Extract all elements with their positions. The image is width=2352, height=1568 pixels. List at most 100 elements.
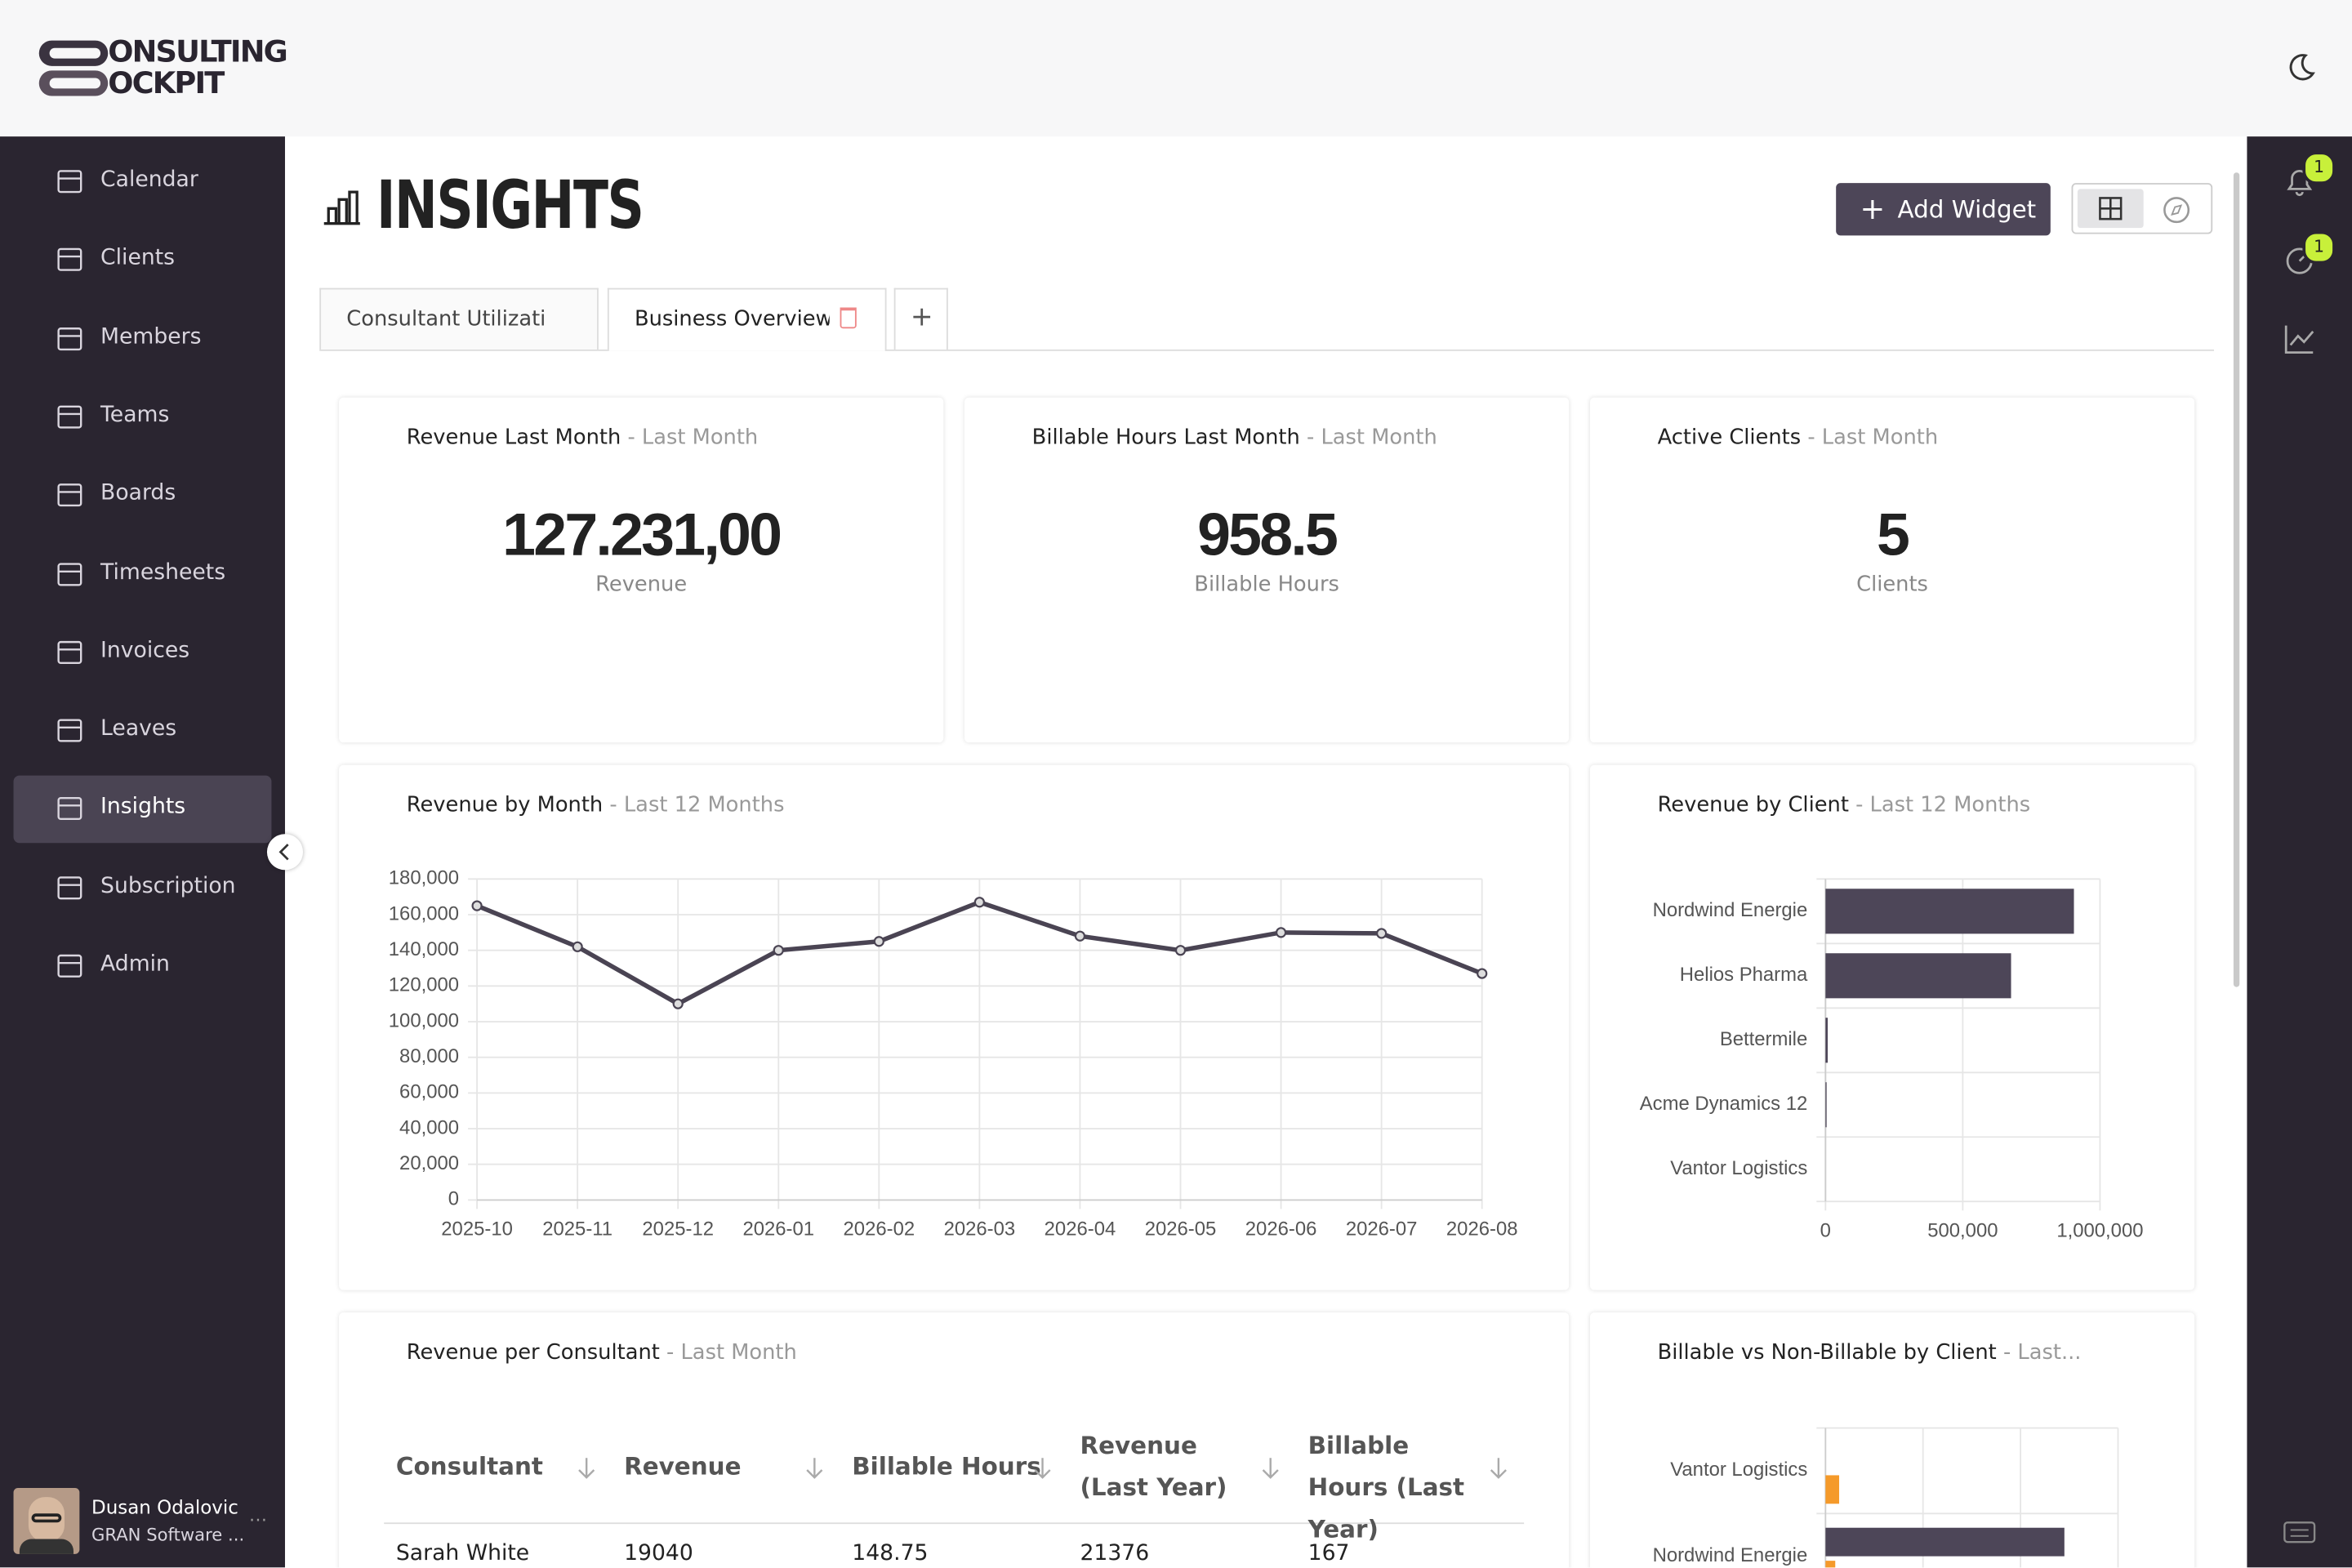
subtitle: - Last Month [666,1341,797,1365]
point [873,936,884,947]
x-tick-label: 2026-04 [1045,1218,1116,1240]
table-cell: Sarah White [395,1542,530,1566]
kpi-title: Revenue Last Month - Last Month [407,426,758,450]
analytics-icon[interactable] [2283,323,2316,355]
y-tick-label: Nordwind Energie [1653,1544,1808,1566]
nav-item[interactable]: Timesheets [14,541,272,608]
kpi-title: Active Clients - Last Month [1658,426,1939,450]
decoration [2100,198,2122,220]
scrollbar[interactable] [2233,172,2240,987]
decoration [2171,204,2183,216]
bar [1825,889,2074,934]
nav-item[interactable]: Boards [14,462,272,530]
decoration [1490,1458,1507,1479]
user-menu[interactable]: ⋯ [248,1508,267,1530]
chart-card: Revenue by Month - Last 12 Months 0 20,00… [339,764,1570,1290]
nav-item[interactable]: Members [14,305,272,373]
tab-label: Business Overview [634,307,830,332]
tab[interactable]: Consultant Utilization [319,287,599,350]
x-tick-label: 1,000,000 [2056,1219,2143,1241]
title: Revenue Last Month [406,425,621,451]
bar [1825,1018,1829,1063]
theme-toggle[interactable] [2283,51,2316,83]
nav-item[interactable]: Subscription [14,854,272,922]
nav-label: Calendar [100,167,198,193]
y-tick-label: 120,000 [389,974,459,996]
explore-view[interactable] [2160,194,2193,226]
view-toggle [2071,183,2213,234]
decoration [2283,1521,2316,1544]
bar [1825,1527,2065,1557]
point [471,900,483,911]
table-title: Revenue per Consultant - Last Month [407,1341,797,1365]
nav-item[interactable]: Clients [14,227,272,295]
kpi-unit: Billable Hours [1194,572,1339,598]
nav-label: Timesheets [100,560,226,585]
point [672,998,684,1009]
point [773,945,784,956]
x-tick-label: 2025-12 [642,1218,714,1240]
x-tick-label: 2026-02 [844,1218,915,1240]
header: ONSULTING OCKPIT [0,0,2352,137]
y-tick-label: 80,000 [399,1045,459,1067]
nav-label: Subscription [100,874,236,898]
page-title: INSIGHTS [376,167,644,245]
x-tick-label: 2026-01 [742,1218,814,1240]
y-tick-label: Bettermile [1720,1028,1807,1050]
add-tab[interactable]: + [893,287,948,350]
decoration [57,875,82,899]
point [1477,968,1488,979]
nav-icon [57,170,82,194]
tab-label: Consultant Utilization [346,307,544,332]
bar [1825,1082,1827,1128]
x-tick-label: 500,000 [1927,1219,1998,1241]
keyboard-icon[interactable] [2283,1520,2316,1547]
y-tick-label: Acme Dynamics 12 [1640,1093,1808,1115]
table-cell: 21376 [1080,1542,1150,1566]
sort-button[interactable] [1032,1456,1054,1480]
kpi-value: 127.231,00 [502,502,782,569]
sort-button[interactable] [1260,1456,1281,1480]
nav-icon [57,327,82,350]
subtitle: - Last 12 Months [609,793,785,818]
sort-button[interactable] [1488,1456,1509,1480]
nav-icon [57,719,82,742]
tab[interactable]: Business Overview [607,287,887,351]
nav-item[interactable]: Insights [13,776,272,844]
point [973,897,986,908]
grid-view[interactable] [2077,189,2144,229]
y-tick-label: 180,000 [389,867,459,889]
decoration [2289,54,2315,81]
bar [1825,953,2011,999]
nav-item[interactable]: Calendar [14,149,272,216]
decoration [57,562,82,586]
collapse-button[interactable] [266,834,304,871]
delete-tab[interactable] [840,307,857,329]
kpi-value: 958.5 [1197,502,1339,569]
nav-item[interactable]: Teams [14,384,272,452]
nav-label: Members [100,324,202,350]
decoration [49,78,101,89]
decoration [57,405,82,429]
add-widget-button[interactable]: + Add Widget [1836,183,2051,236]
title: Active Clients [1657,425,1802,451]
column-header: Billable Hours (Last Year) [1307,1431,1465,1544]
column-header: Consultant [395,1451,543,1481]
right-rail: 1 1 [2247,136,2352,1568]
column-header: Revenue (Last Year) [1080,1431,1227,1502]
x-tick-label: 2026-07 [1346,1218,1418,1240]
table-cell: 19040 [624,1542,693,1566]
decoration [1034,1458,1051,1479]
sort-button[interactable] [804,1456,825,1480]
point [1074,930,1086,942]
decoration [2099,197,2123,220]
bar [1825,1475,1840,1504]
nav-label: Teams [100,403,170,428]
sort-button[interactable] [576,1456,597,1480]
tab-rule [319,349,2215,351]
nav-item[interactable]: Leaves [14,697,272,765]
decoration [57,797,82,821]
nav-item[interactable]: Admin [14,933,272,1000]
nav-item[interactable]: Invoices [14,619,272,687]
